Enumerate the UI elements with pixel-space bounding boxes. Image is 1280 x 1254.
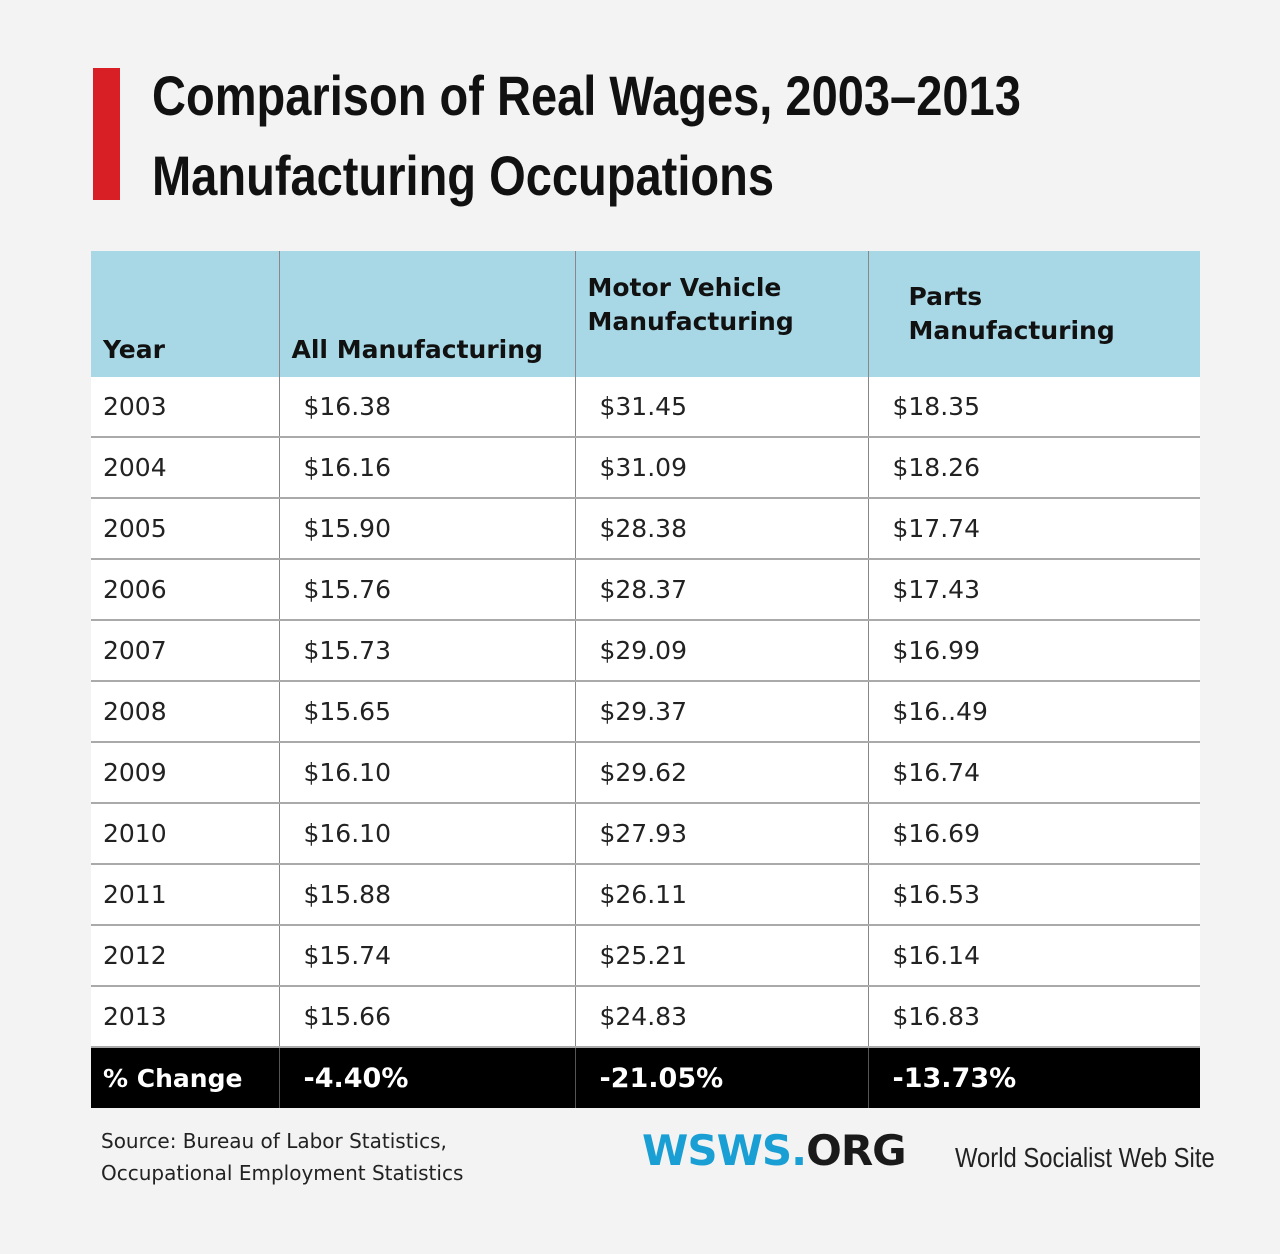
cell-motor-vehicle: $27.93 (574, 803, 868, 865)
cell-parts: $16.53 (867, 864, 1200, 926)
source-line-2: Occupational Employment Statistics (101, 1161, 464, 1185)
source-note: Source: Bureau of Labor Statistics, Occu… (101, 1125, 463, 1189)
table-row: 2011 $15.88 $26.11 $16.53 (91, 864, 1200, 926)
cell-year: 2013 (91, 986, 279, 1048)
cell-motor-vehicle: $29.62 (574, 742, 868, 804)
cell-year: 2008 (91, 681, 279, 743)
cell-year: 2011 (91, 864, 279, 926)
percent-change-row: % Change -4.40% -21.05% -13.73% (91, 1047, 1200, 1108)
chart-title: Comparison of Real Wages, 2003–2013 (152, 64, 1021, 127)
table-row: 2003 $16.38 $31.45 $18.35 (91, 377, 1200, 438)
column-header-all-manufacturing: All Manufacturing (278, 251, 575, 377)
site-tagline: World Socialist Web Site (955, 1142, 1215, 1173)
table-header-row: Year All Manufacturing Motor Vehicle Man… (91, 251, 1200, 377)
cell-year: 2006 (91, 559, 279, 621)
column-header-motor-vehicle: Motor Vehicle Manufacturing (574, 251, 868, 377)
change-all-manufacturing: -4.40% (278, 1047, 575, 1108)
cell-parts: $16.83 (867, 986, 1200, 1048)
cell-all-manufacturing: $15.76 (278, 559, 575, 621)
title-accent-bar (93, 68, 120, 200)
cell-parts: $16.14 (867, 925, 1200, 987)
cell-all-manufacturing: $15.66 (278, 986, 575, 1048)
cell-all-manufacturing: $15.65 (278, 681, 575, 743)
logo-part-1: WSWS. (642, 1126, 807, 1175)
cell-parts: $16..49 (867, 681, 1200, 743)
cell-motor-vehicle: $31.45 (574, 377, 868, 438)
cell-all-manufacturing: $16.10 (278, 742, 575, 804)
table-row: 2010 $16.10 $27.93 $16.69 (91, 803, 1200, 865)
cell-parts: $17.74 (867, 498, 1200, 560)
cell-parts: $17.43 (867, 559, 1200, 621)
wsws-logo: WSWS.ORG (642, 1126, 907, 1175)
cell-parts: $18.35 (867, 377, 1200, 438)
cell-year: 2004 (91, 437, 279, 499)
cell-all-manufacturing: $15.74 (278, 925, 575, 987)
column-header-year: Year (91, 251, 279, 377)
cell-year: 2010 (91, 803, 279, 865)
cell-parts: $16.74 (867, 742, 1200, 804)
logo-part-2: ORG (806, 1126, 907, 1175)
cell-year: 2005 (91, 498, 279, 560)
chart-subtitle: Manufacturing Occupations (152, 144, 775, 207)
table-row: 2005 $15.90 $28.38 $17.74 (91, 498, 1200, 560)
cell-parts: $16.99 (867, 620, 1200, 682)
cell-year: 2012 (91, 925, 279, 987)
table-row: 2007 $15.73 $29.09 $16.99 (91, 620, 1200, 682)
change-year: % Change (91, 1047, 279, 1108)
cell-all-manufacturing: $16.38 (278, 377, 575, 438)
table-row: 2004 $16.16 $31.09 $18.26 (91, 437, 1200, 499)
cell-motor-vehicle: $26.11 (574, 864, 868, 926)
table-row: 2006 $15.76 $28.37 $17.43 (91, 559, 1200, 621)
column-header-parts: Parts Manufacturing (867, 251, 1200, 377)
table-row: 2013 $15.66 $24.83 $16.83 (91, 986, 1200, 1048)
change-motor-vehicle: -21.05% (574, 1047, 868, 1108)
source-line-1: Source: Bureau of Labor Statistics, (101, 1129, 447, 1153)
cell-motor-vehicle: $28.38 (574, 498, 868, 560)
cell-year: 2009 (91, 742, 279, 804)
change-parts: -13.73% (867, 1047, 1200, 1108)
table-row: 2012 $15.74 $25.21 $16.14 (91, 925, 1200, 987)
cell-all-manufacturing: $15.88 (278, 864, 575, 926)
table-row: 2009 $16.10 $29.62 $16.74 (91, 742, 1200, 804)
cell-motor-vehicle: $29.37 (574, 681, 868, 743)
cell-motor-vehicle: $25.21 (574, 925, 868, 987)
cell-year: 2003 (91, 377, 279, 438)
cell-all-manufacturing: $15.90 (278, 498, 575, 560)
cell-motor-vehicle: $28.37 (574, 559, 868, 621)
wages-table: Year All Manufacturing Motor Vehicle Man… (91, 251, 1200, 1108)
cell-motor-vehicle: $29.09 (574, 620, 868, 682)
cell-year: 2007 (91, 620, 279, 682)
cell-all-manufacturing: $16.16 (278, 437, 575, 499)
cell-motor-vehicle: $31.09 (574, 437, 868, 499)
cell-parts: $18.26 (867, 437, 1200, 499)
cell-all-manufacturing: $15.73 (278, 620, 575, 682)
cell-all-manufacturing: $16.10 (278, 803, 575, 865)
cell-parts: $16.69 (867, 803, 1200, 865)
cell-motor-vehicle: $24.83 (574, 986, 868, 1048)
table-row: 2008 $15.65 $29.37 $16..49 (91, 681, 1200, 743)
